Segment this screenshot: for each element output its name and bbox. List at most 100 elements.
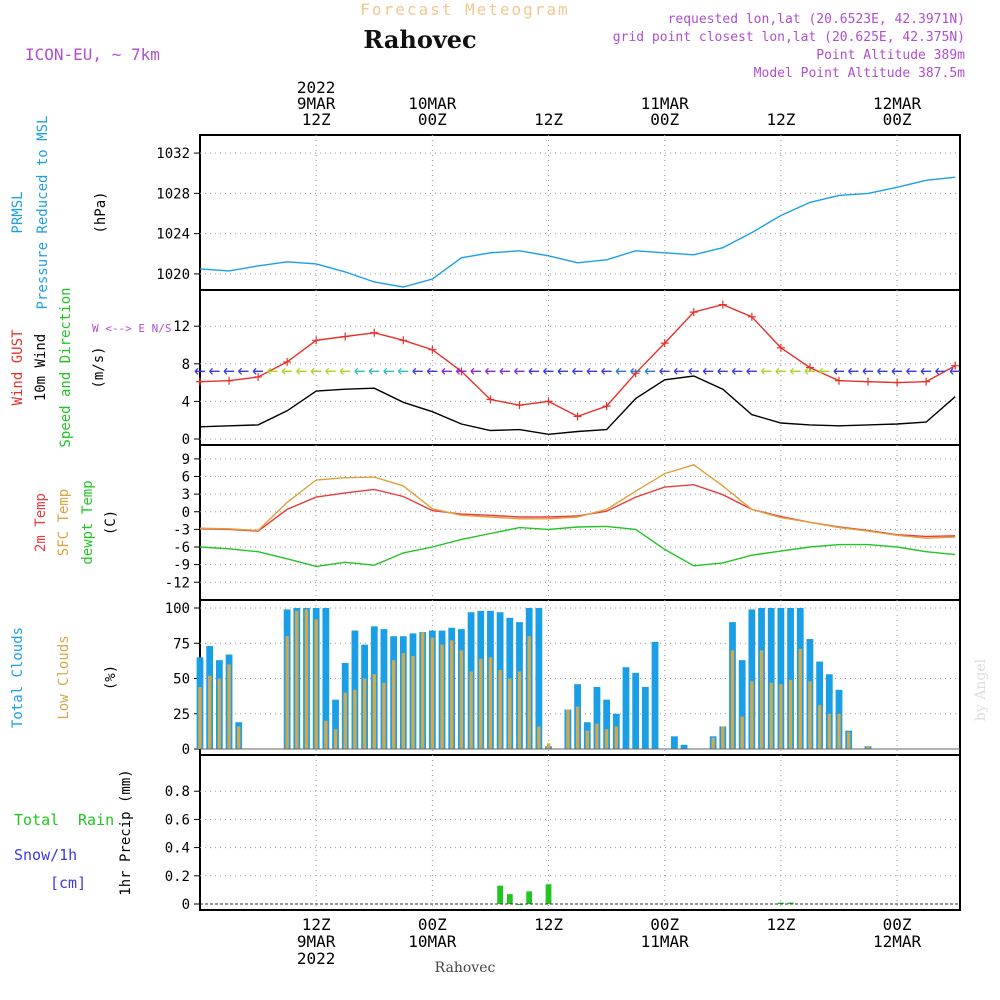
series-wind-gust (199, 303, 956, 418)
low-cloud-bar (779, 684, 783, 749)
total-cloud-bar (622, 667, 630, 749)
wind-ytick-label: 12 (173, 319, 190, 335)
wind-arrow (935, 367, 946, 375)
low-cloud-bar (295, 610, 299, 749)
wind-arrow (441, 367, 452, 375)
clouds-ytick-label: 100 (165, 601, 190, 617)
pressure-panel: 1020 1024 1028 1032 (156, 134, 961, 291)
total-cloud-bar (767, 608, 775, 749)
low-cloud-bar (430, 637, 435, 749)
total-cloud-bar (322, 608, 330, 749)
wind-direction-arrows (194, 367, 961, 375)
total-cloud-bar (748, 609, 756, 749)
low-cloud-bar (459, 650, 464, 749)
clouds-ytick-label: 50 (173, 672, 190, 688)
gust-point (370, 328, 379, 337)
wind-arrow (746, 367, 757, 375)
wind-arrow (499, 367, 510, 375)
precip-bar (497, 885, 504, 904)
wind-arrow (296, 367, 307, 375)
total-cloud-bar (593, 686, 601, 749)
wind-arrow (804, 367, 815, 375)
gust-point (283, 357, 292, 366)
temperature-ytick-label: 3 (182, 487, 190, 503)
wind-arrow (238, 367, 249, 375)
wind-arrow (325, 367, 336, 375)
pressure-ytick-label: 1024 (156, 227, 190, 243)
precip-legend-unit: [cm] (50, 874, 86, 892)
gust-point (602, 402, 611, 411)
precip-ytick-label: 0.4 (165, 841, 190, 857)
low-cloud-bar (198, 686, 202, 749)
series-prmsl (199, 176, 956, 288)
top-time-label: 12Z (302, 110, 331, 129)
gust-point (196, 377, 204, 386)
ylabel-clouds: Total Clouds (10, 627, 26, 728)
gust-point (312, 336, 321, 345)
wind-arrow (789, 367, 801, 375)
wind-ytick-label: 4 (182, 394, 190, 410)
wind-frame (199, 289, 961, 446)
pressure-ytick-label: 1032 (156, 146, 190, 162)
ylabel-temperature: dewpt Temp (80, 480, 96, 564)
low-cloud-bar (575, 706, 580, 749)
series-dewpt-temp (199, 525, 956, 568)
pressure-ytick-label: 1028 (156, 186, 190, 202)
low-cloud-bar (817, 705, 822, 749)
watermark: by Angel (973, 658, 989, 721)
wind-arrow (717, 367, 728, 375)
wind-arrow (514, 367, 525, 375)
total-cloud-bar (332, 699, 339, 749)
low-cloud-bar (537, 726, 541, 749)
low-cloud-bar (750, 681, 754, 749)
gust-point (254, 372, 263, 381)
low-cloud-bar (866, 746, 870, 749)
series-10m-wind (199, 375, 956, 436)
product-title: Forecast Meteogram (360, 0, 569, 19)
top-time-label: 2022 (297, 78, 336, 97)
gust-point (486, 395, 495, 404)
wind-arrow (252, 367, 264, 375)
total-cloud-bar (671, 736, 678, 749)
wind-arrow (470, 367, 481, 375)
low-cloud-bar (527, 636, 531, 749)
wind-arrow (673, 367, 685, 375)
top-time-label: 12Z (766, 110, 795, 129)
low-cloud-bar (508, 678, 512, 749)
ylabel-pressure: (hPa) (93, 191, 109, 233)
wind-arrow (731, 367, 743, 375)
gust-point (341, 332, 350, 341)
top-time-label: 00Z (418, 110, 447, 129)
total-cloud-bar (632, 672, 640, 749)
low-cloud-bar (721, 726, 725, 749)
low-cloud-bar (604, 729, 609, 749)
wind-arrow (949, 367, 961, 375)
total-cloud-bar (680, 744, 688, 749)
requested-coords: requested lon,lat (20.6523E, 42.3971N) (668, 12, 965, 27)
ylabel-wind: 10m Wind (33, 334, 49, 401)
low-cloud-bar (798, 648, 802, 749)
bottom-time-label: 12MAR (873, 932, 922, 951)
wind-arrow (484, 367, 496, 375)
footer-location: Rahovec (435, 960, 496, 976)
ylabel-wind: Wind GUST (10, 329, 26, 405)
low-cloud-bar (769, 682, 773, 749)
low-cloud-bar (401, 653, 406, 749)
wind-arrow (833, 367, 844, 375)
bottom-time-label: 2022 (297, 949, 336, 968)
low-cloud-bar (517, 671, 522, 749)
gust-point (515, 401, 524, 410)
low-cloud-bar (479, 658, 483, 749)
wind-arrow (281, 367, 293, 375)
series-sfc-temp (199, 464, 956, 539)
low-cloud-bar (285, 636, 289, 749)
wind-arrow (688, 367, 699, 375)
wind-ytick-label: 8 (182, 357, 190, 373)
precip-bar (526, 891, 533, 904)
low-cloud-bar (314, 619, 318, 749)
wind-arrow (818, 367, 830, 375)
gust-point (544, 397, 553, 406)
bottom-time-label: 00Z (883, 915, 912, 934)
ylabel-clouds: (%) (103, 665, 119, 690)
